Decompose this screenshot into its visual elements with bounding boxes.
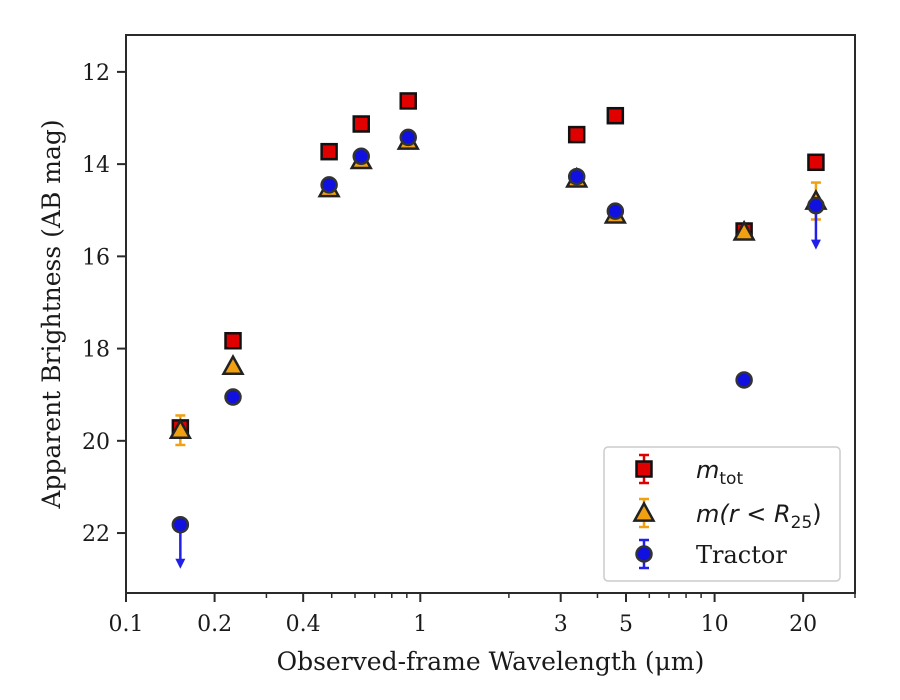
legend-marker-triangle [632,500,656,522]
data-point-circle [320,176,338,194]
plot-frame [125,34,856,594]
upper-limit-arrow [175,558,186,569]
y-tick-label: 18 [82,338,110,363]
upper-limit-arrow [810,239,821,250]
data-point-square [567,125,586,144]
data-point-square [352,115,370,133]
y-tick-label: 14 [82,153,110,178]
legend-marker-circle [635,545,653,563]
y-tick-label: 20 [82,430,110,455]
data-markers [168,92,828,534]
legend-label: m(r < R25) [696,500,822,533]
x-axis-ticks: 0.1 0.2 0.4 1 3 5 10 20 [109,593,856,637]
data-point-circle [567,167,586,186]
data-point-triangle [732,219,756,241]
x-tick-label: 0.1 [109,612,144,637]
data-point-circle [399,128,417,147]
data-point-circle [224,388,242,406]
x-tick-label: 5 [619,612,633,637]
data-point-square [320,142,338,161]
data-point-triangle [168,418,192,440]
data-point-square [399,92,417,110]
legend-marker-square [635,460,653,478]
data-point-circle [735,371,753,389]
x-tick-label: 0.4 [286,612,321,637]
x-tick-label: 10 [701,612,729,637]
data-point-triangle [221,354,245,375]
x-tick-label: 20 [789,612,817,637]
x-tick-label: 0.2 [197,612,232,637]
y-tick-label: 16 [82,245,110,270]
x-axis-label: Observed-frame Wavelength (μm) [277,647,705,676]
legend: mtot m(r < R25) Tractor [603,446,841,582]
data-point-circle [352,147,370,166]
y-tick-label: 12 [82,61,110,86]
data-point-square [807,153,825,172]
data-point-circle [807,196,825,215]
y-axis-label: Apparent Brightness (AB mag) [37,119,66,509]
x-tick-label: 1 [413,612,427,637]
legend-box [603,446,841,582]
y-tick-label: 22 [82,522,110,547]
data-point-square [606,106,625,125]
data-point-square [224,331,242,350]
y-axis-ticks: 12 14 16 18 20 22 [82,61,126,547]
legend-label: mtot [696,456,743,489]
x-tick-label: 3 [554,612,568,637]
data-point-circle [606,202,625,220]
legend-label: Tractor [696,541,787,569]
data-point-circle [171,515,190,534]
